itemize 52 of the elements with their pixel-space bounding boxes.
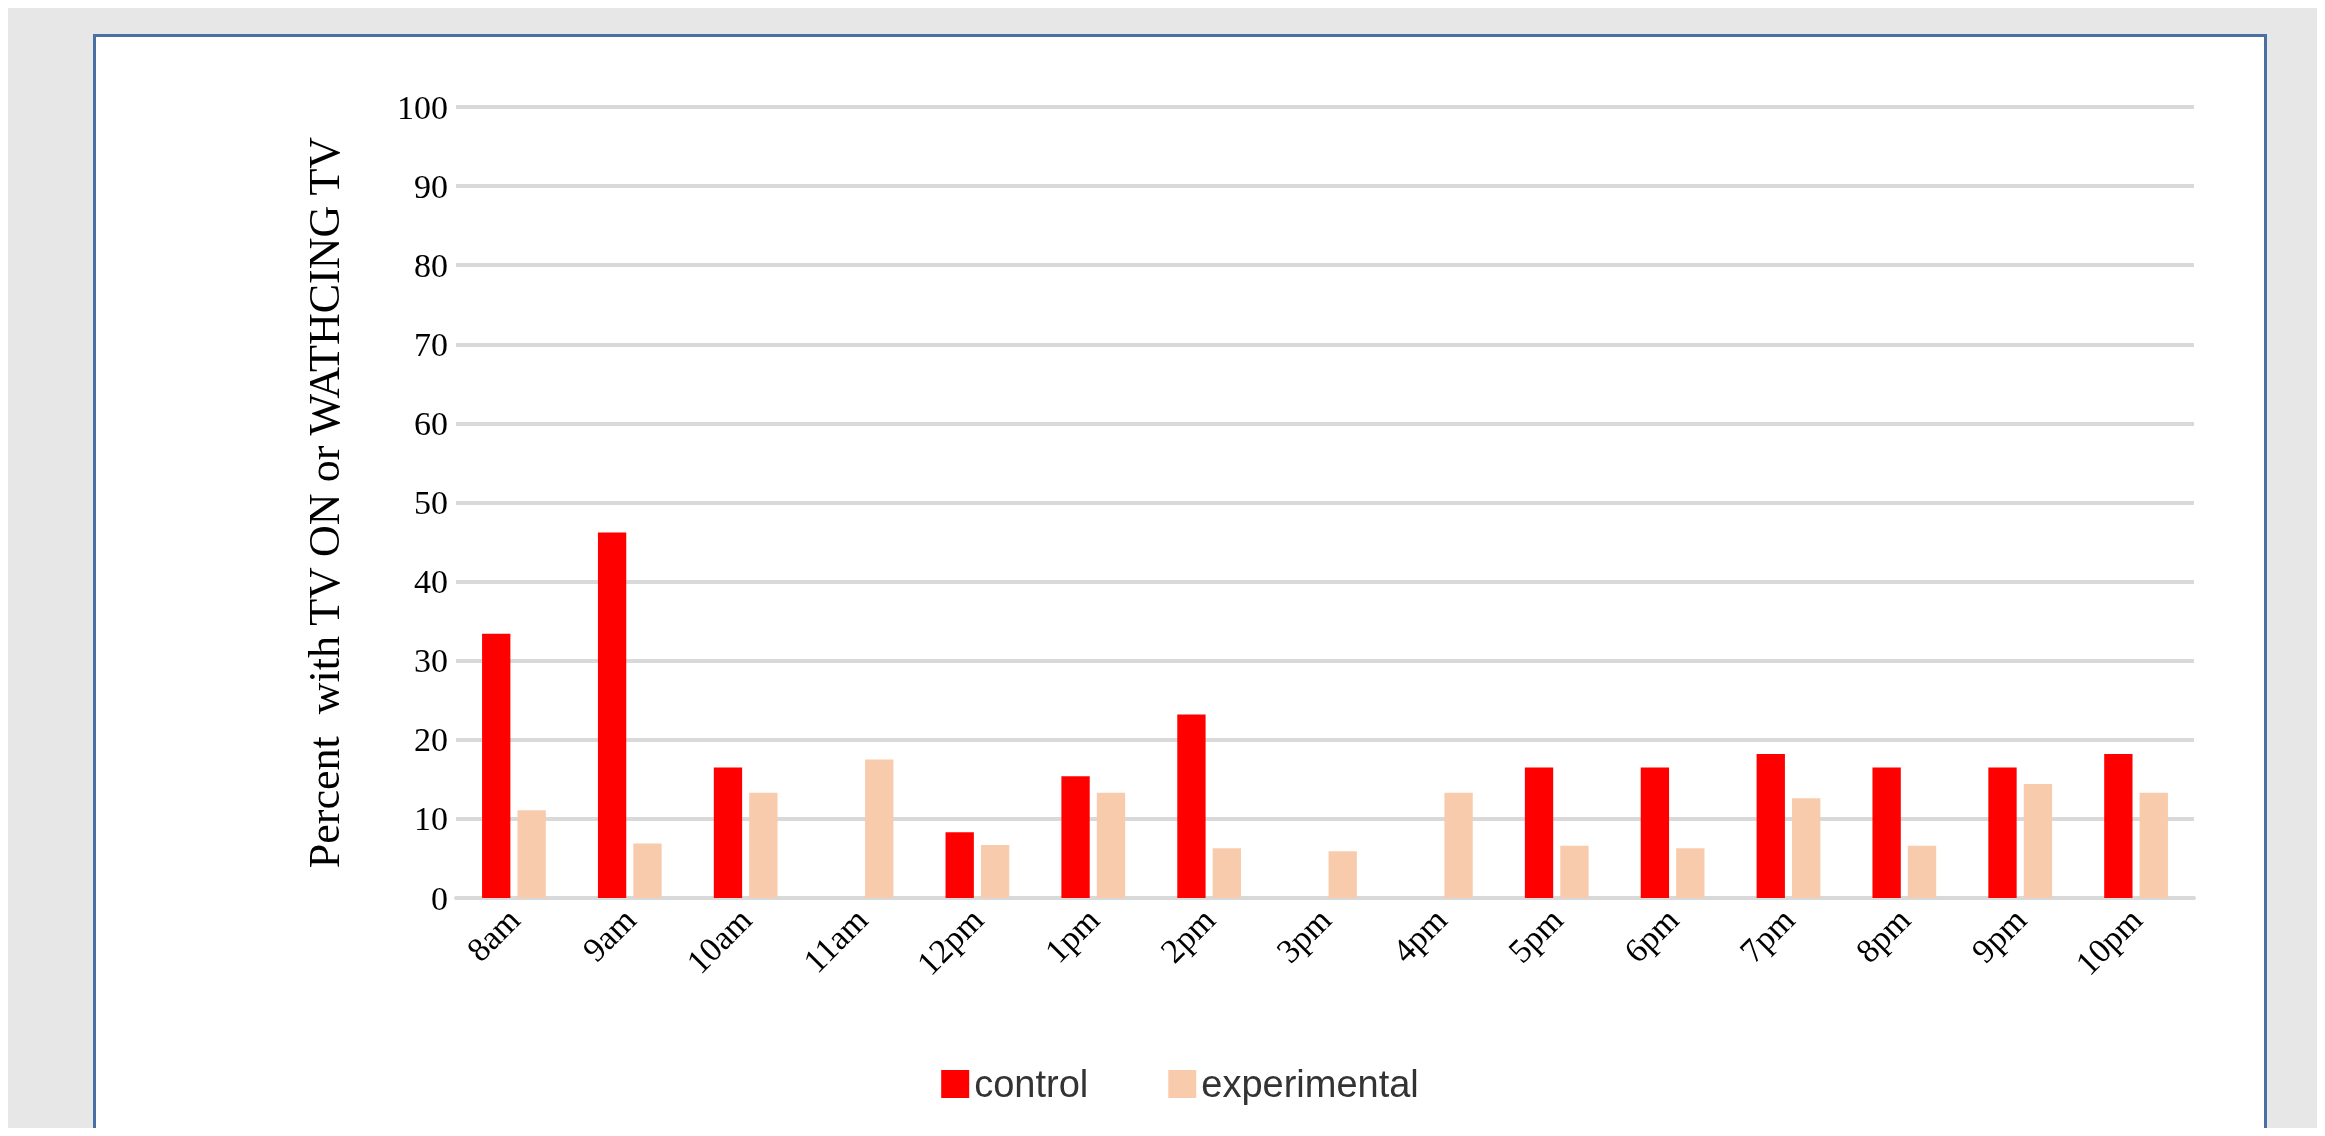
y-tick-label: 50 <box>414 484 448 521</box>
bar <box>1524 767 1554 898</box>
y-tick-label: 10 <box>414 800 448 838</box>
x-tick-label: 8am <box>459 900 528 969</box>
bar <box>1096 792 1126 898</box>
y-tick-label: 70 <box>414 325 448 363</box>
x-tick-label: 9am <box>575 900 643 969</box>
y-axis-title: Percent with TV ON or WATHCING TV <box>299 136 349 869</box>
bar <box>713 767 743 898</box>
bar <box>980 845 1010 898</box>
bar <box>597 532 627 898</box>
y-tick-label: 20 <box>414 721 448 759</box>
legend-label: experimental <box>1201 1063 1419 1105</box>
x-tick-label: 1pm <box>1037 900 1107 970</box>
legend-label: control <box>974 1063 1089 1105</box>
x-tick-label: 8pm <box>1848 900 1918 970</box>
bar <box>1212 848 1241 898</box>
x-tick-label: 7pm <box>1732 900 1802 970</box>
bar <box>633 843 662 898</box>
x-tick-label: 3pm <box>1269 900 1339 970</box>
y-tick-label: 30 <box>414 642 448 680</box>
bar <box>865 759 894 898</box>
y-tick-label: 0 <box>431 879 448 917</box>
x-tick-label: 2pm <box>1153 900 1223 970</box>
x-tick-label: 5pm <box>1500 900 1570 970</box>
y-tick-label: 90 <box>414 167 448 205</box>
bar <box>1907 845 1937 898</box>
bar <box>749 792 778 898</box>
bar <box>945 832 974 898</box>
bar <box>2139 792 2168 898</box>
y-tick-label: 40 <box>414 563 448 601</box>
bar <box>1792 798 1821 898</box>
bar <box>2023 784 2053 898</box>
y-tick-label: 60 <box>414 404 448 442</box>
bar <box>1444 792 1473 898</box>
x-tick-label: 4pm <box>1385 900 1454 970</box>
x-tick-label: 9pm <box>1964 900 2034 970</box>
bar <box>1676 848 1705 898</box>
bar <box>517 810 546 898</box>
bar <box>482 633 511 898</box>
bar <box>1328 851 1357 898</box>
bar <box>1560 845 1589 898</box>
y-tick-label: 80 <box>414 246 448 284</box>
y-tick-label: 100 <box>397 88 448 126</box>
bar <box>1061 776 1090 898</box>
bar <box>2104 754 2133 898</box>
x-tick-label: 6pm <box>1616 900 1686 970</box>
bar <box>1988 767 2017 898</box>
bar <box>1756 754 1785 898</box>
bar <box>1640 767 1670 898</box>
bar <box>1872 767 1901 898</box>
bar <box>1177 714 1206 898</box>
